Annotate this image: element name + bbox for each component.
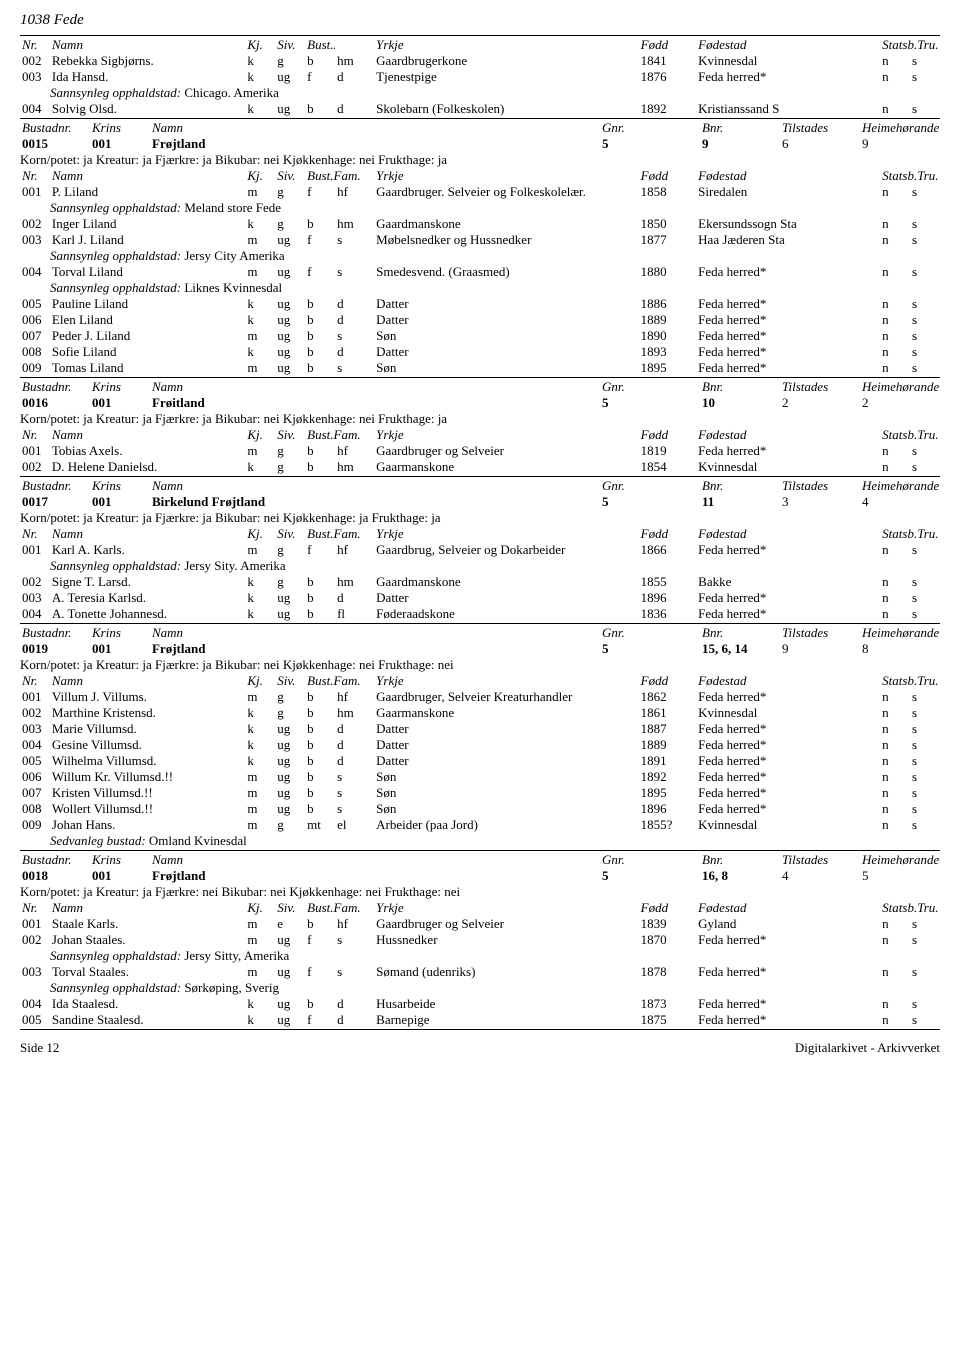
divider [20, 623, 940, 624]
divider [20, 476, 940, 477]
person-table-top: Nr. Namn Kj. Siv. Bust.Fam. Yrkje Fødd F… [20, 37, 940, 117]
table-row: 005Sandine Staalesd.kugfdBarnepige1875Fe… [20, 1012, 940, 1028]
footer: Side 12 Digitalarkivet - Arkivverket [20, 1040, 940, 1056]
table-row: 002Signe T. Larsd.kgbhmGaardmanskone1855… [20, 574, 940, 590]
footer-left: Side 12 [20, 1040, 59, 1056]
table-row: 006Willum Kr. Villumsd.!!mugbsSøn1892Fed… [20, 769, 940, 785]
h-nr: Nr. [20, 37, 50, 53]
bustad-table: Bustadnr.KrinsNamnGnr.Bnr.TilstadesHeime… [20, 852, 940, 884]
person-table: Nr.NamnKj.Siv.Bust.Fam.YrkjeFøddFødestad… [20, 526, 940, 622]
table-row: 004A. Tonette Johannesd.kugbflFøderaadsk… [20, 606, 940, 622]
table-row: 002D. Helene Danielsd.kgbhmGaarmanskone1… [20, 459, 940, 475]
table-row: 002Johan Staales.mugfsHussnedker1870Feda… [20, 932, 940, 948]
korn-line: Korn/potet: ja Kreatur: ja Fjærkre: ja B… [20, 510, 940, 526]
person-header-row: Nr. Namn Kj. Siv. Bust.Fam. Yrkje Fødd F… [20, 37, 940, 53]
table-row: 001Tobias Axels.mgbhfGaardbruger og Selv… [20, 443, 940, 459]
korn-line: Korn/potet: ja Kreatur: ja Fjærkre: ja B… [20, 411, 940, 427]
h-fodd: Fødd [639, 37, 697, 53]
bustad-row: 0015001Frøjtland5969 [20, 136, 940, 152]
divider [20, 35, 940, 36]
h-namn: Namn [50, 37, 246, 53]
divider [20, 850, 940, 851]
divider [20, 377, 940, 378]
table-row: 009Johan Hans.mgmtelArbeider (paa Jord)1… [20, 817, 940, 833]
h-siv: Siv. [275, 37, 305, 53]
bustad-table: Bustadnr.KrinsNamnGnr.Bnr.TilstadesHeime… [20, 478, 940, 510]
table-row: 009Tomas LilandmugbsSøn1895Feda herred*n… [20, 360, 940, 376]
person-header-row: Nr.NamnKj.Siv.Bust.Fam.YrkjeFøddFødestad… [20, 168, 940, 184]
table-row: 001Karl A. Karls.mgfhfGaardbrug, Selveie… [20, 542, 940, 558]
korn-line: Korn/potet: ja Kreatur: ja Fjærkre: ja B… [20, 152, 940, 168]
korn-line: Korn/potet: ja Kreatur: ja Fjærkre: nei … [20, 884, 940, 900]
table-row: 006Elen LilandkugbdDatter1889Feda herred… [20, 312, 940, 328]
table-row: 002Rebekka Sigbjørns.kgbhmGaardbrugerkon… [20, 53, 940, 69]
table-row: 002Inger LilandkgbhmGaardmanskone1850Eke… [20, 216, 940, 232]
table-row: 002Marthine Kristensd.kgbhmGaarmanskone1… [20, 705, 940, 721]
bustad-table: Bustadnr.KrinsNamnGnr.Bnr.TilstadesHeime… [20, 120, 940, 152]
person-table: Nr.NamnKj.Siv.Bust.Fam.YrkjeFøddFødestad… [20, 900, 940, 1028]
sannsyn-row: Sannsynleg opphaldstad: Meland store Fed… [20, 200, 940, 216]
table-row: 003A. Teresia Karlsd.kugbdDatter1896Feda… [20, 590, 940, 606]
korn-line: Korn/potet: ja Kreatur: ja Fjærkre: ja B… [20, 657, 940, 673]
table-row: 004Gesine Villumsd.kugbdDatter1889Feda h… [20, 737, 940, 753]
sedvanleg-row: Sedvanleg bustad: Omland Kvinesdal [20, 833, 940, 849]
table-row: 008Sofie LilandkugbdDatter1893Feda herre… [20, 344, 940, 360]
table-row: 003Ida Hansd.kugfdTjenestpige1876Feda he… [20, 69, 940, 85]
bustad-table: Bustadnr.KrinsNamnGnr.Bnr.TilstadesHeime… [20, 625, 940, 657]
h-yrkje: Yrkje [374, 37, 639, 53]
table-row: 004Solvig Olsd.kugbdSkolebarn (Folkeskol… [20, 101, 940, 117]
page-title: 1038 Fede [20, 12, 940, 29]
bustad-table: Bustadnr.KrinsNamnGnr.Bnr.TilstadesHeime… [20, 379, 940, 411]
sannsyn-row: Sannsynleg opphaldstad: Jersy Sity. Amer… [20, 558, 940, 574]
table-row: 007Kristen Villumsd.!!mugbsSøn1895Feda h… [20, 785, 940, 801]
table-row: 001Villum J. Villums.mgbhfGaardbruger, S… [20, 689, 940, 705]
table-row: 005Wilhelma Villumsd.kugbdDatter1891Feda… [20, 753, 940, 769]
h-fodestad: Fødestad [696, 37, 880, 53]
h-statsb: Statsb.Tru. [880, 37, 940, 53]
table-row: 005Pauline LilandkugbdDatter1886Feda her… [20, 296, 940, 312]
table-row: 004Ida Staalesd.kugbdHusarbeide1873Feda … [20, 996, 940, 1012]
person-table: Nr.NamnKj.Siv.Bust.Fam.YrkjeFøddFødestad… [20, 168, 940, 376]
divider [20, 1029, 940, 1030]
h-bust: Bust.Fam. [305, 37, 335, 53]
h-kj: Kj. [245, 37, 275, 53]
person-table: Nr.NamnKj.Siv.Bust.Fam.YrkjeFøddFødestad… [20, 673, 940, 849]
bustad-header-row: Bustadnr.KrinsNamnGnr.Bnr.TilstadesHeime… [20, 120, 940, 136]
table-row: 003Torval Staales.mugfsSømand (udenriks)… [20, 964, 940, 980]
sannsyn-row: Sannsynleg opphaldstad: Liknes Kvinnesda… [20, 280, 940, 296]
sannsyn-row: Sannsynleg opphaldstad: Sørkøping, Sveri… [20, 980, 940, 996]
sannsyn-row: Sannsynleg opphaldstad: Jersy City Ameri… [20, 248, 940, 264]
table-row: 003Karl J. LilandmugfsMøbelsnedker og Hu… [20, 232, 940, 248]
sannsyn-row: Sannsynleg opphaldstad: Jersy Sitty, Ame… [20, 948, 940, 964]
footer-right: Digitalarkivet - Arkivverket [795, 1040, 940, 1056]
table-row: 001Staale Karls.mebhfGaardbruger og Selv… [20, 916, 940, 932]
person-table: Nr.NamnKj.Siv.Bust.Fam.YrkjeFøddFødestad… [20, 427, 940, 475]
table-row: 007Peder J. LilandmugbsSøn1890Feda herre… [20, 328, 940, 344]
table-row: 001P. LilandmgfhfGaardbruger. Selveier o… [20, 184, 940, 200]
table-row: 008Wollert Villumsd.!!mugbsSøn1896Feda h… [20, 801, 940, 817]
sannsyn-row: Sannsynleg opphaldstad: Chicago. Amerika [20, 85, 940, 101]
table-row: 003Marie Villumsd.kugbdDatter1887Feda he… [20, 721, 940, 737]
divider [20, 118, 940, 119]
table-row: 004Torval LilandmugfsSmedesvend. (Graasm… [20, 264, 940, 280]
